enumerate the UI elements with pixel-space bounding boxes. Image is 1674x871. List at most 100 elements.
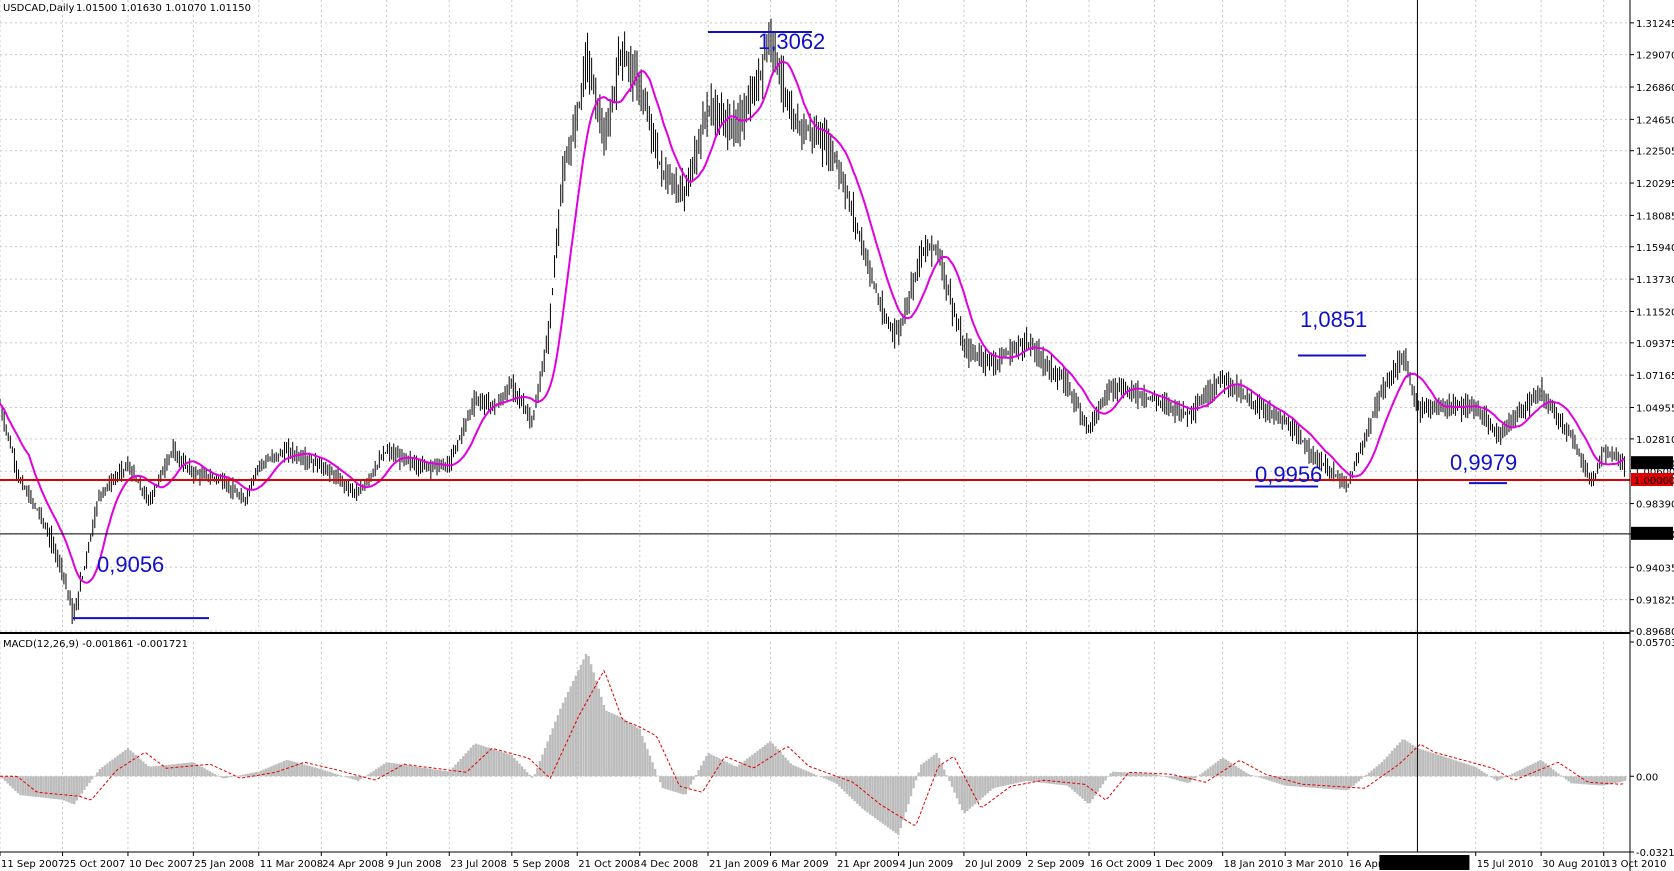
- macd-bar: [633, 725, 636, 777]
- macd-bar: [572, 680, 575, 777]
- macd-bar: [1278, 776, 1281, 784]
- macd-bar: [1534, 762, 1537, 777]
- macd-bar: [873, 776, 877, 819]
- macd-bar: [1040, 776, 1043, 783]
- time-tick-label: 18 Jan 2010: [1224, 859, 1284, 870]
- macd-bar: [190, 762, 194, 777]
- price-tick-label: 1.13730: [1636, 275, 1674, 286]
- macd-bar: [421, 767, 424, 777]
- macd-bar: [101, 767, 104, 777]
- macd-bar: [433, 769, 437, 777]
- macd-bar: [339, 775, 342, 777]
- macd-bar: [907, 776, 910, 805]
- macd-bar: [1554, 771, 1558, 777]
- macd-bar: [769, 741, 772, 777]
- macd-bar: [1181, 776, 1184, 782]
- macd-bar: [881, 776, 885, 824]
- macd-bar: [1490, 776, 1494, 778]
- macd-bar: [1014, 776, 1018, 784]
- macd-bar: [889, 776, 892, 830]
- macd-bar: [275, 764, 278, 777]
- macd-bar: [850, 776, 854, 799]
- time-tick-label: 21 Apr 2009: [837, 859, 899, 870]
- macd-bar: [746, 758, 749, 777]
- macd-bar: [1339, 776, 1343, 790]
- macd-bar: [1132, 772, 1135, 777]
- macd-bar: [712, 755, 716, 777]
- macd-bar: [1457, 761, 1460, 777]
- macd-bar: [336, 774, 339, 777]
- macd-bar: [1183, 776, 1187, 783]
- crosshair-price-tag: 0.96320: [1634, 530, 1674, 541]
- macd-bar: [270, 766, 273, 777]
- macd-bar: [1219, 758, 1222, 777]
- macd-bar: [879, 776, 882, 822]
- macd-bar: [55, 776, 58, 800]
- macd-bar: [6, 776, 9, 784]
- macd-bar: [490, 748, 493, 777]
- macd-bar: [676, 776, 680, 793]
- macd-bar: [751, 754, 754, 777]
- macd-bar: [728, 763, 731, 777]
- macd-bar: [249, 773, 252, 777]
- macd-bar: [822, 776, 826, 779]
- macd-bar: [1250, 774, 1253, 777]
- macd-bar: [1536, 761, 1540, 777]
- macd-bar: [1081, 776, 1084, 799]
- macd-bar: [584, 653, 588, 777]
- macd-bar: [305, 765, 309, 777]
- macd-bar: [175, 763, 178, 777]
- macd-bar: [1314, 776, 1317, 788]
- macd-bar: [1140, 773, 1143, 777]
- price-tick-label: 1.07165: [1636, 371, 1674, 382]
- macd-bar: [661, 776, 664, 789]
- macd-bar: [792, 765, 795, 777]
- macd-bar: [1298, 776, 1302, 787]
- macd-bar: [1421, 749, 1425, 777]
- macd-bar: [387, 762, 391, 777]
- macd-bar: [546, 741, 549, 777]
- macd-bar: [935, 752, 938, 777]
- macd-bar: [948, 776, 951, 782]
- macd-bar: [1480, 770, 1483, 777]
- macd-bar: [1017, 776, 1020, 783]
- macd-bar: [840, 776, 844, 790]
- macd-bar: [1065, 776, 1069, 786]
- price-tick-label: 1.31245: [1636, 19, 1674, 30]
- macd-bar: [334, 773, 337, 777]
- macd-bar: [774, 746, 777, 777]
- price-axis[interactable]: 1.31245 1.29070 1.26860 1.24650 1.22505 1.202…: [1630, 19, 1674, 638]
- macd-bar: [1349, 776, 1353, 788]
- macd-bar: [605, 710, 608, 777]
- macd-bar: [1175, 776, 1179, 781]
- macd-bar: [49, 776, 53, 799]
- macd-bar: [1012, 776, 1015, 784]
- macd-bar: [1449, 758, 1453, 777]
- macd-bar: [1570, 776, 1573, 784]
- macd-bar: [735, 766, 739, 777]
- macd-bar: [346, 776, 350, 778]
- macd-bar: [1526, 766, 1529, 777]
- macd-bar: [29, 776, 32, 797]
- macd-bar: [98, 768, 102, 777]
- macd-bar: [1088, 776, 1092, 803]
- macd-axis[interactable]: 0.057031 0.00 -0.03217: [1630, 638, 1674, 859]
- macd-bar: [1283, 776, 1286, 786]
- macd-bar: [456, 761, 460, 777]
- macd-bar: [390, 762, 393, 777]
- macd-bar: [147, 766, 150, 777]
- macd-bar: [1037, 776, 1041, 783]
- macd-bar: [1396, 745, 1399, 777]
- macd-bar: [720, 759, 723, 777]
- time-tick-label: 2 Sep 2009: [1027, 859, 1084, 870]
- macd-bar: [543, 747, 547, 777]
- macd-bar: [392, 763, 396, 777]
- macd-bar: [843, 776, 846, 792]
- time-axis[interactable]: 11 Sep 2007 25 Oct 2007 10 Dec 2007 25 Jan …: [0, 852, 1667, 870]
- macd-bar: [876, 776, 879, 820]
- macd-bar: [940, 763, 943, 777]
- macd-bar: [612, 714, 616, 777]
- macd-bar: [1547, 765, 1550, 777]
- macd-bar: [272, 765, 276, 777]
